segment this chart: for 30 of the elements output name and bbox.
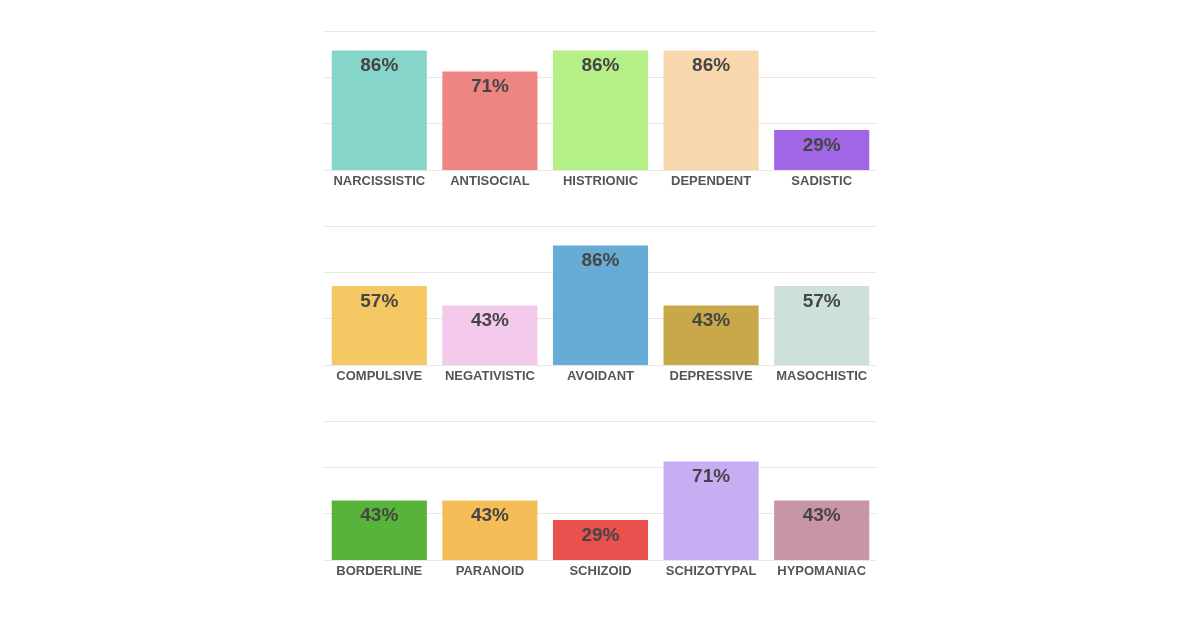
data-label: 43%	[692, 309, 731, 331]
x-tick-label: DEPENDENT	[671, 172, 752, 188]
data-label: 71%	[692, 465, 731, 487]
data-label: 43%	[802, 504, 841, 526]
data-label: 71%	[470, 75, 510, 97]
x-tick-label: NEGATIVISTIC	[444, 367, 536, 383]
x-tick-label: BORDERLINE	[336, 562, 423, 578]
x-tick-label: SCHIZOID	[569, 562, 632, 578]
x-tick-label: SADISTIC	[791, 172, 853, 188]
data-label: 29%	[802, 133, 841, 155]
data-label: 86%	[692, 54, 731, 76]
x-tick-label: ANTISOCIAL	[450, 172, 530, 188]
data-label: 43%	[470, 309, 510, 331]
x-tick-label: AVOIDANT	[567, 367, 635, 383]
x-tick-label: MASOCHISTIC	[776, 367, 868, 383]
x-tick-label: SCHIZOTYPAL	[665, 562, 757, 578]
x-tick-label: PARANOID	[455, 562, 525, 578]
data-label: 43%	[470, 504, 510, 526]
data-label: 57%	[802, 289, 841, 311]
data-label: 86%	[581, 54, 620, 76]
x-tick-label: HYPOMANIAC	[777, 562, 867, 578]
data-label: 29%	[581, 523, 620, 545]
x-tick-label: HISTRIONIC	[562, 172, 639, 188]
data-label: 86%	[360, 54, 399, 76]
data-label: 43%	[360, 504, 399, 526]
x-tick-label: NARCISSISTIC	[333, 172, 426, 188]
data-label: 57%	[360, 289, 399, 311]
x-tick-label: COMPULSIVE	[336, 367, 423, 383]
x-tick-label: DEPRESSIVE	[669, 367, 753, 383]
data-label: 86%	[581, 249, 620, 271]
